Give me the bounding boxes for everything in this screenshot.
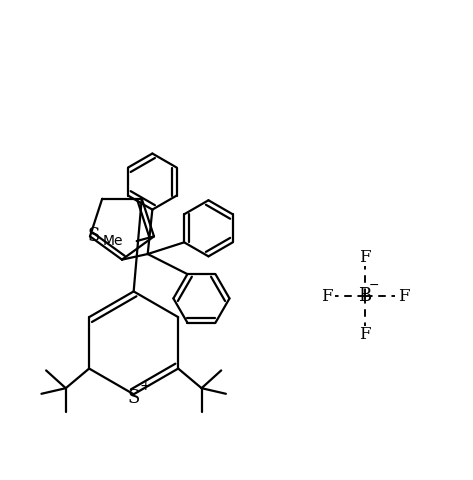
- Text: F: F: [398, 288, 409, 305]
- Text: S: S: [128, 389, 140, 407]
- Text: F: F: [359, 326, 371, 343]
- Text: +: +: [140, 379, 151, 393]
- Text: F: F: [359, 249, 371, 266]
- Text: S: S: [88, 228, 100, 245]
- Text: F: F: [321, 288, 333, 305]
- Text: Me: Me: [102, 234, 123, 248]
- Text: −: −: [369, 279, 380, 292]
- Text: B: B: [359, 287, 372, 305]
